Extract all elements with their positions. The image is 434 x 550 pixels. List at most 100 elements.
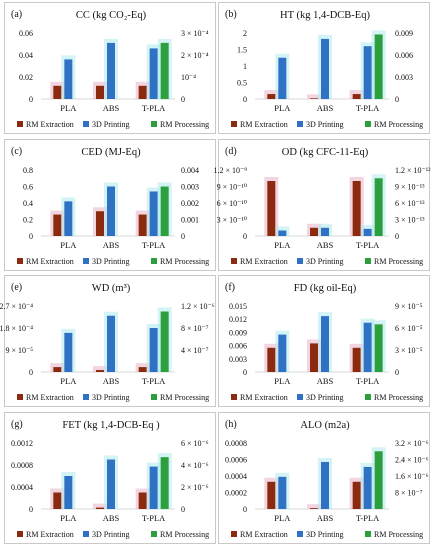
bar bbox=[374, 34, 383, 99]
bar bbox=[310, 98, 318, 99]
bar bbox=[321, 227, 329, 236]
left-tick-label: 0.8 bbox=[23, 166, 33, 175]
right-tick-label: 4 × 10⁻⁶ bbox=[181, 461, 209, 470]
bar bbox=[53, 492, 62, 509]
chart-svg: (d) OD (kg CFC-11-Eq) 0 3 × 10⁻¹⁰ 6 × 10⁻¹⁰ 9… bbox=[213, 146, 431, 266]
right-tick-label: 0.009 bbox=[395, 29, 413, 38]
bar bbox=[310, 343, 318, 372]
legend-swatch bbox=[17, 121, 23, 127]
category-label: PLA bbox=[60, 240, 77, 250]
legend-label: RM Extraction bbox=[26, 393, 74, 402]
right-tick-label: 0.002 bbox=[181, 199, 199, 208]
legend-label: 3D Printing bbox=[306, 530, 344, 539]
legend-swatch bbox=[151, 121, 157, 127]
legend-label: RM Processing bbox=[160, 120, 209, 129]
legend-label: RM Processing bbox=[374, 120, 423, 129]
left-tick-label: 0.0004 bbox=[11, 483, 33, 492]
legend-label: RM Processing bbox=[160, 393, 209, 402]
bar bbox=[278, 476, 287, 509]
chart-panel: (c) CED (MJ-Eq) 0 0.2 0.4 0.6 0.8 0 0.001 0.002 0.… bbox=[4, 139, 216, 271]
bar bbox=[352, 481, 361, 509]
right-tick-label: 3 × 10⁻¹³ bbox=[395, 216, 425, 225]
right-tick-label: 0 bbox=[181, 95, 185, 104]
legend-swatch bbox=[83, 531, 89, 537]
bar bbox=[107, 315, 115, 372]
category-label: PLA bbox=[274, 376, 291, 386]
legend-label: RM Extraction bbox=[240, 530, 288, 539]
right-tick-label: 9 × 10⁻¹³ bbox=[395, 183, 425, 192]
chart-svg: (h) ALO (m2a) 0 0.0002 0.0004 0.0006 0.0008 8 ×… bbox=[225, 419, 429, 539]
legend-swatch bbox=[365, 531, 371, 537]
legend-swatch bbox=[231, 394, 237, 400]
bar bbox=[352, 181, 361, 236]
chart-panel: (g) FET (kg 1,4-DCB-Eq ) 0 0.0004 0.0008 0.00… bbox=[4, 412, 216, 544]
legend-swatch bbox=[365, 394, 371, 400]
chart-title: HT (kg 1,4-DCB-Eq) bbox=[280, 10, 370, 21]
right-tick-label: 6 × 10⁻⁵ bbox=[395, 324, 423, 333]
left-tick-label: 1.2 × 10⁻⁹ bbox=[213, 166, 247, 175]
category-label: ABS bbox=[317, 240, 334, 250]
legend-label: RM Extraction bbox=[26, 530, 74, 539]
right-tick-label: 0.001 bbox=[181, 216, 199, 225]
right-tick-label: 2.4 × 10⁻⁶ bbox=[395, 456, 429, 465]
category-label: PLA bbox=[274, 240, 291, 250]
right-tick-label: 1.6 × 10⁻⁶ bbox=[395, 472, 429, 481]
left-tick-label: 0.0006 bbox=[225, 456, 247, 465]
right-tick-label: 0 bbox=[395, 95, 399, 104]
bar bbox=[149, 328, 158, 372]
category-label: T-PLA bbox=[142, 376, 166, 386]
right-tick-label: 3 × 10⁻⁴ bbox=[181, 29, 209, 38]
bar bbox=[352, 347, 361, 372]
bar bbox=[321, 38, 329, 99]
legend-swatch bbox=[231, 121, 237, 127]
legend-swatch bbox=[151, 394, 157, 400]
legend-label: RM Extraction bbox=[240, 393, 288, 402]
bar bbox=[374, 451, 383, 509]
left-tick-label: 0.02 bbox=[19, 73, 33, 82]
bar bbox=[138, 492, 147, 509]
bar bbox=[53, 367, 62, 372]
left-tick-label: 0 bbox=[243, 232, 247, 241]
legend-label: 3D Printing bbox=[92, 530, 130, 539]
left-tick-label: 1.5 bbox=[237, 46, 247, 55]
category-label: ABS bbox=[317, 376, 334, 386]
left-tick-label: 0.5 bbox=[237, 79, 247, 88]
category-label: T-PLA bbox=[356, 240, 380, 250]
legend-swatch bbox=[83, 394, 89, 400]
chart-svg: (e) WD (m³) 0 9 × 10⁻⁵ 1.8 × 10⁻⁴ 2.7 × 10⁻⁴ 4… bbox=[0, 282, 215, 402]
left-tick-label: 0 bbox=[29, 368, 33, 377]
bar bbox=[310, 227, 318, 236]
category-label: ABS bbox=[317, 513, 334, 523]
chart-panel: (f) FD (kg oil-Eq) 0 0.003 0.006 0.009 0.012 0.… bbox=[218, 275, 430, 407]
bar bbox=[160, 311, 169, 372]
left-tick-label: 0.2 bbox=[23, 216, 33, 225]
legend-swatch bbox=[83, 121, 89, 127]
category-label: PLA bbox=[274, 103, 291, 113]
right-tick-label: 1.2 × 10⁻¹² bbox=[395, 166, 431, 175]
right-tick-label: 9 × 10⁻⁵ bbox=[395, 302, 423, 311]
category-label: ABS bbox=[103, 513, 120, 523]
left-tick-label: 0.6 bbox=[23, 183, 33, 192]
category-label: T-PLA bbox=[356, 513, 380, 523]
bar bbox=[149, 466, 158, 509]
chart-panel: (b) HT (kg 1,4-DCB-Eq) 0 0.5 1 1.5 2 0 0.003 0.00… bbox=[218, 2, 430, 134]
left-tick-label: 2 bbox=[243, 29, 247, 38]
chart-title: ALO (m2a) bbox=[300, 420, 350, 431]
category-label: T-PLA bbox=[142, 103, 166, 113]
chart-title: CC (kg CO₂-Eq) bbox=[76, 10, 147, 21]
bar bbox=[96, 370, 104, 372]
bar-glow bbox=[93, 503, 107, 509]
bar bbox=[149, 191, 158, 236]
legend-swatch bbox=[151, 258, 157, 264]
legend-swatch bbox=[83, 258, 89, 264]
bar bbox=[96, 211, 104, 236]
chart-panel: (e) WD (m³) 0 9 × 10⁻⁵ 1.8 × 10⁻⁴ 2.7 × 10⁻⁴ 4… bbox=[0, 275, 216, 407]
bar bbox=[138, 85, 147, 99]
bar bbox=[267, 481, 276, 509]
legend-swatch bbox=[297, 258, 303, 264]
bar bbox=[149, 48, 158, 99]
panel-label: (e) bbox=[11, 282, 22, 293]
legend-swatch bbox=[17, 394, 23, 400]
left-tick-label: 0 bbox=[243, 505, 247, 514]
